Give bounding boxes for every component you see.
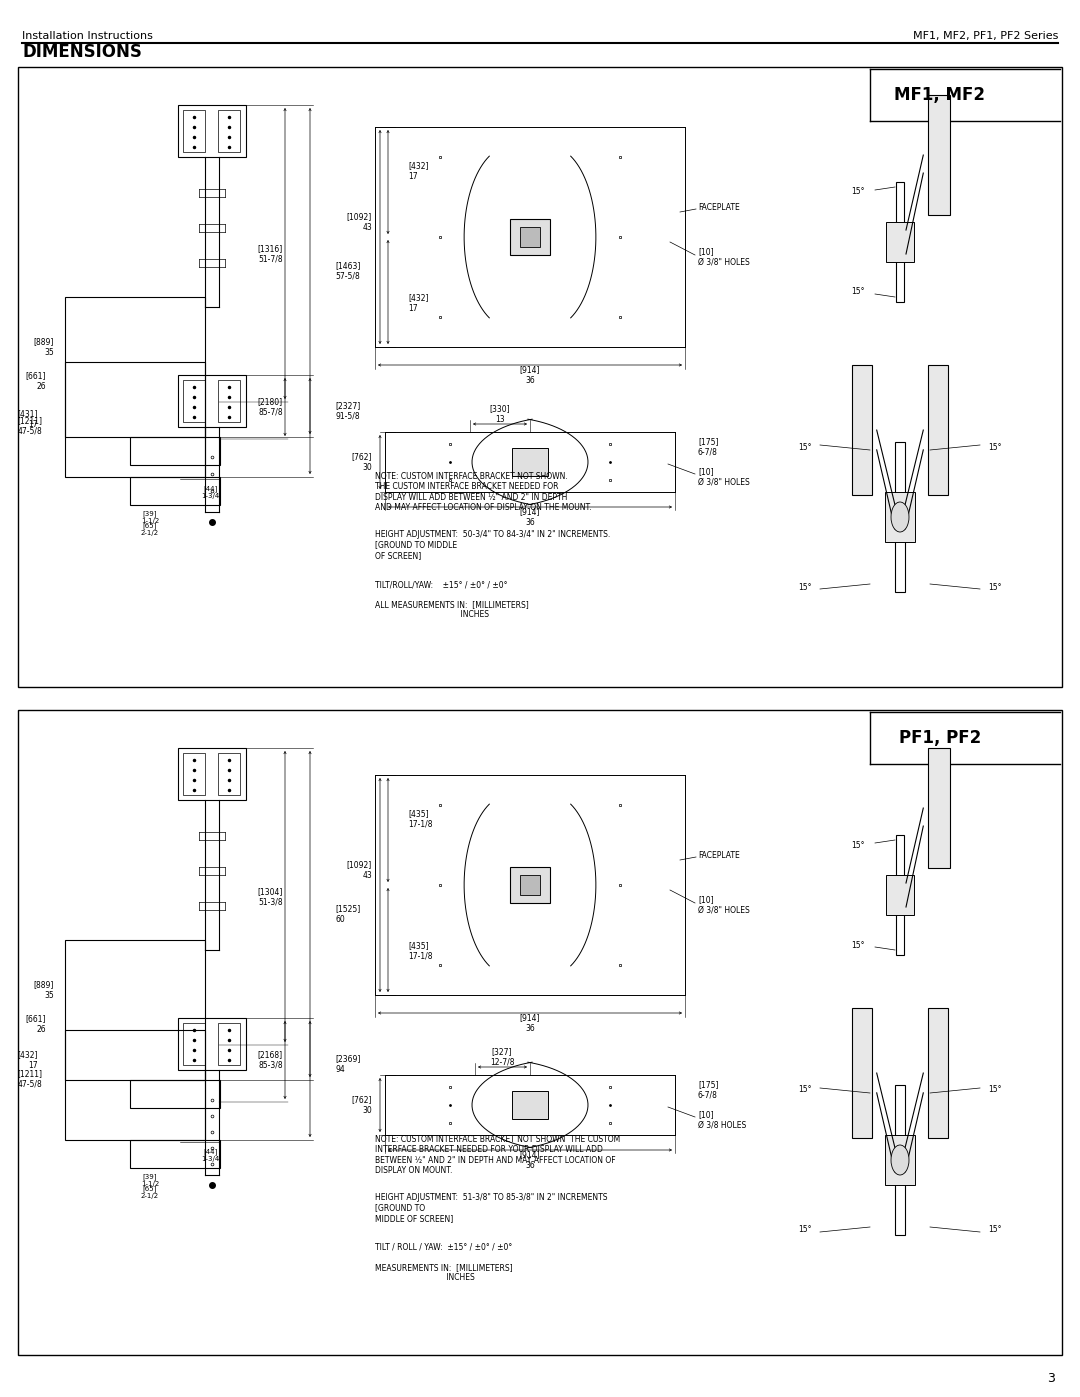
Text: [432]
17: [432] 17 [408,161,429,180]
Bar [65,1030,205,1140]
Bar [218,753,240,795]
Bar [929,95,950,215]
Text: [435]
17-1/8: [435] 17-1/8 [408,942,432,961]
Bar [519,226,540,247]
Text: [2168]
85-3/8: [2168] 85-3/8 [258,1051,283,1070]
Text: PF1, PF2: PF1, PF2 [899,729,981,747]
Bar [519,875,540,895]
Text: [1304]
51-3/8: [1304] 51-3/8 [258,887,283,907]
Text: FACEPLATE: FACEPLATE [698,851,740,859]
Text: MEASUREMENTS IN:  [MILLIMETERS]
                              INCHES: MEASUREMENTS IN: [MILLIMETERS] INCHES [375,1263,513,1282]
Text: [435]
17-1/8: [435] 17-1/8 [408,809,432,828]
Text: [914]
36: [914] 36 [519,1013,540,1032]
Text: [44]
1-3/4: [44] 1-3/4 [201,485,219,499]
Text: 15°: 15° [851,940,865,950]
Bar [510,219,550,256]
Text: [432]
17: [432] 17 [17,1051,38,1070]
Text: [1525]
60: [1525] 60 [335,904,361,923]
Text: [431]
17: [431] 17 [17,409,38,429]
Text: 15°: 15° [988,583,1002,591]
Text: [2327]
91-5/8: [2327] 91-5/8 [335,401,361,420]
Bar [178,747,246,800]
Text: [10]
Ø 3/8" HOLES: [10] Ø 3/8" HOLES [698,468,750,486]
Bar [130,1080,220,1108]
Text: [1316]
51-7/8: [1316] 51-7/8 [258,244,283,263]
Text: 3: 3 [1048,1372,1055,1386]
Text: HEIGHT ADJUSTMENT:  51-3/8" TO 85-3/8" IN 2" INCREMENTS
[GROUND TO
MIDDLE OF SCR: HEIGHT ADJUSTMENT: 51-3/8" TO 85-3/8" IN… [375,1193,607,1222]
Bar [852,1009,872,1139]
Text: Installation Instructions: Installation Instructions [22,31,153,41]
Text: ALL MEASUREMENTS IN:  [MILLIMETERS]
                                    INCHES: ALL MEASUREMENTS IN: [MILLIMETERS] INCHE… [375,599,529,619]
Text: 15°: 15° [798,1085,812,1094]
Text: FACEPLATE: FACEPLATE [698,203,740,211]
Text: NOTE: CUSTOM INTERFACE BRACKET NOT SHOWN  THE CUSTOM
INTERFACE BRACKET NEEDED FO: NOTE: CUSTOM INTERFACE BRACKET NOT SHOWN… [375,1134,620,1175]
Bar [130,1140,220,1168]
Bar [178,374,246,427]
Text: [661]
26: [661] 26 [26,372,46,391]
Bar [885,492,915,542]
Bar [895,441,905,592]
Bar [183,753,205,795]
Text: 15°: 15° [851,841,865,849]
Bar [929,1009,948,1139]
Bar [896,182,904,302]
Text: [44]
1-3/4: [44] 1-3/4 [201,1148,219,1162]
Bar [512,448,548,476]
Text: [914]
36: [914] 36 [519,1150,540,1169]
Text: [1463]
57-5/8: [1463] 57-5/8 [335,261,361,281]
Bar [510,868,550,902]
Text: TILT / ROLL / YAW:  ±15° / ±0° / ±0°: TILT / ROLL / YAW: ±15° / ±0° / ±0° [375,1243,512,1252]
Bar [512,1091,548,1119]
Bar [183,110,205,152]
Bar [929,365,948,495]
Bar [929,747,950,868]
Text: [762]
30: [762] 30 [351,1095,372,1115]
Bar [130,476,220,504]
Bar [178,105,246,156]
Text: MF1, MF2: MF1, MF2 [894,87,986,103]
Text: 15°: 15° [988,1225,1002,1235]
Text: 15°: 15° [988,443,1002,451]
Text: [175]
6-7/8: [175] 6-7/8 [698,437,718,457]
Text: [889]
35: [889] 35 [33,981,54,1000]
Bar [218,380,240,422]
Text: [330]
13: [330] 13 [489,404,511,423]
Text: [1092]
43: [1092] 43 [347,861,372,880]
Text: [762]
30: [762] 30 [351,453,372,472]
Bar [183,1023,205,1065]
Bar [218,1023,240,1065]
Bar [895,1085,905,1235]
Text: 15°: 15° [988,1085,1002,1094]
Bar [886,222,914,263]
Text: HEIGHT ADJUSTMENT:  50-3/4" TO 84-3/4" IN 2" INCREMENTS.
[GROUND TO MIDDLE
OF SC: HEIGHT ADJUSTMENT: 50-3/4" TO 84-3/4" IN… [375,529,610,560]
Text: MF1, MF2, PF1, PF2 Series: MF1, MF2, PF1, PF2 Series [913,31,1058,41]
Text: [661]
26: [661] 26 [26,1014,46,1034]
Bar [896,835,904,956]
Text: [432]
17: [432] 17 [408,293,429,313]
Bar [18,710,1062,1355]
Bar [65,298,205,437]
Text: [65]
2-1/2: [65] 2-1/2 [140,1185,159,1199]
Text: [1211]
47-5/8: [1211] 47-5/8 [17,416,42,436]
Text: [10]
Ø 3/8 HOLES: [10] Ø 3/8 HOLES [698,1111,746,1130]
Bar [178,1018,246,1070]
Text: [39]
1-1/2: [39] 1-1/2 [140,1173,159,1187]
Bar [130,437,220,465]
Text: [914]
36: [914] 36 [519,365,540,384]
Bar [886,875,914,915]
Text: [65]
2-1/2: [65] 2-1/2 [140,522,159,536]
Text: 15°: 15° [851,187,865,197]
Text: [2180]
85-7/8: [2180] 85-7/8 [258,397,283,416]
Ellipse shape [891,502,909,532]
Text: [1211]
47-5/8: [1211] 47-5/8 [17,1069,42,1088]
Text: [1092]
43: [1092] 43 [347,212,372,232]
Text: [914]
36: [914] 36 [519,507,540,527]
Ellipse shape [891,1146,909,1175]
Text: 15°: 15° [851,288,865,296]
Text: [10]
Ø 3/8" HOLES: [10] Ø 3/8" HOLES [698,247,750,267]
Text: 15°: 15° [798,1225,812,1235]
Text: [39]
1-1/2: [39] 1-1/2 [140,510,159,524]
Text: DIMENSIONS: DIMENSIONS [22,43,141,61]
Bar [218,110,240,152]
Bar [852,365,872,495]
